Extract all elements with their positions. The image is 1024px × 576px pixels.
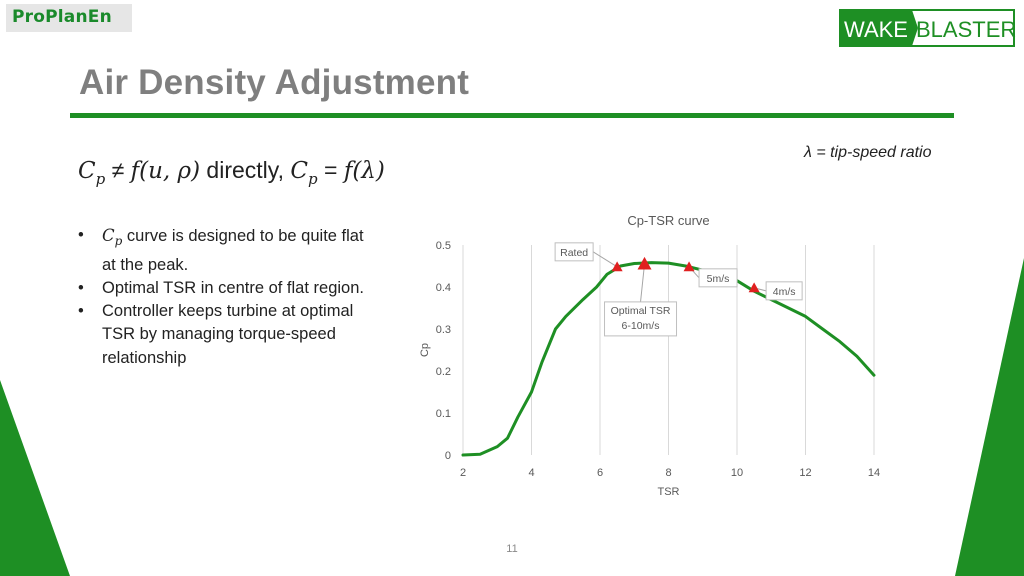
bullet-item: Cp curve is designed to be quite flat at… xyxy=(78,224,378,277)
x-tick-label: 6 xyxy=(597,467,603,479)
cp-subscript: p xyxy=(95,169,106,188)
wakeblaster-logo-blaster: BLASTER xyxy=(916,17,1016,42)
page-number: 11 xyxy=(506,543,518,555)
data-point-marker xyxy=(683,261,695,272)
lambda-definition: λ = tip-speed ratio xyxy=(804,144,932,161)
bullet-text: Optimal TSR in centre of flat region. xyxy=(102,278,364,297)
annotation-label: Optimal TSR xyxy=(611,305,671,317)
cp-tsr-chart: Cp-TSR curve 2 4 6 8 10 12 14 0 0.1 0.2 0.3 0.4 0.5 TS… xyxy=(419,213,880,498)
x-tick-label: 10 xyxy=(731,467,743,479)
x-tick-label: 8 xyxy=(665,467,671,479)
annotation-leader-line xyxy=(592,251,618,268)
x-axis-label: TSR xyxy=(658,486,680,498)
cp-equation: Cp ≠ f(u, ρ) directly, Cp = f(λ) xyxy=(78,157,385,190)
directly-text: directly, xyxy=(200,157,291,183)
annotation-label: 6-10m/s xyxy=(622,320,660,332)
left-green-triangle xyxy=(0,380,70,576)
not-equal-sign: ≠ xyxy=(105,157,131,183)
y-axis-label: Cp xyxy=(419,343,431,357)
bullet-list: Cp curve is designed to be quite flat at… xyxy=(78,224,378,370)
wakeblaster-logo-wake: WAKE xyxy=(844,17,908,42)
y-tick-label: 0.5 xyxy=(436,240,451,252)
chart-title: Cp-TSR curve xyxy=(627,213,709,228)
annotation-label: Rated xyxy=(560,247,588,259)
y-tick-label: 0.2 xyxy=(436,366,451,378)
annotation-box xyxy=(554,242,594,262)
x-tick-label: 2 xyxy=(460,467,466,479)
function-u-rho: f(u, ρ) xyxy=(130,158,201,184)
x-tick-label: 12 xyxy=(799,467,811,479)
data-point-marker xyxy=(637,256,652,270)
proplanen-logo-text: ProPlanEn xyxy=(12,7,112,27)
y-tick-label: 0.1 xyxy=(436,408,451,420)
right-green-triangle xyxy=(955,258,1024,576)
x-tick-label: 4 xyxy=(528,467,534,479)
title-underline xyxy=(70,113,954,118)
annotation-leader-line xyxy=(640,263,646,302)
annotation-label: 5m/s xyxy=(707,273,730,285)
equal-sign: = xyxy=(317,157,344,183)
bullet-text: curve is designed to be quite flat at th… xyxy=(102,227,364,274)
wakeblaster-logo: WAKE BLASTER xyxy=(839,9,1016,47)
bullet-cp-symbol: C xyxy=(102,226,115,245)
bullet-item: Optimal TSR in centre of flat region. xyxy=(78,277,378,301)
y-tick-label: 0.4 xyxy=(436,282,451,294)
proplanen-logo: ProPlanEn xyxy=(6,4,132,32)
y-tick-label: 0 xyxy=(445,450,451,462)
cp-subscript-2: p xyxy=(307,169,318,188)
cp-symbol: C xyxy=(78,158,96,184)
function-lambda: f(λ) xyxy=(343,158,385,184)
bullet-cp-subscript: p xyxy=(114,234,123,249)
x-tick-label: 14 xyxy=(868,467,880,479)
annotation-box xyxy=(698,268,738,288)
cp-symbol-2: C xyxy=(290,158,308,184)
page-title: Air Density Adjustment xyxy=(79,63,470,102)
annotation-box xyxy=(604,301,678,337)
annotation-label: 4m/s xyxy=(773,286,796,298)
data-point-marker xyxy=(748,282,760,293)
data-point-marker xyxy=(611,261,623,272)
y-tick-label: 0.3 xyxy=(436,324,451,336)
bullet-text: Controller keeps turbine at optimal TSR … xyxy=(102,302,354,367)
bullet-item: Controller keeps turbine at optimal TSR … xyxy=(78,300,378,370)
annotation-box xyxy=(765,281,803,301)
